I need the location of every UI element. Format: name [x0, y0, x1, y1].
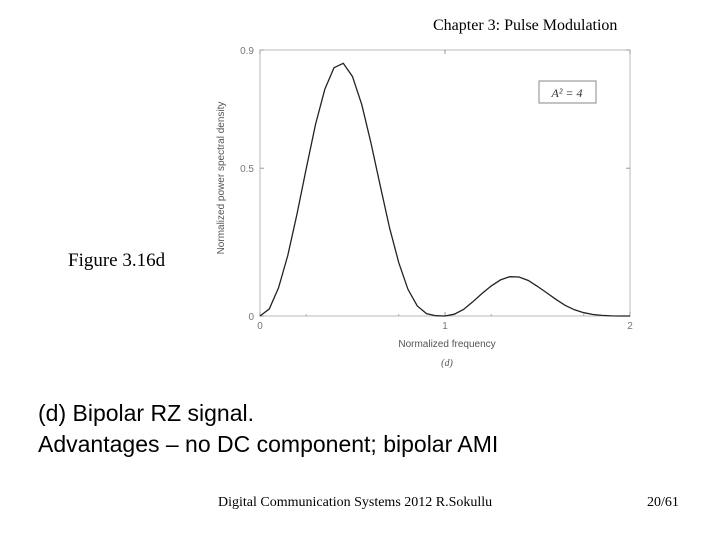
figure-label: Figure 3.16d: [68, 250, 166, 271]
caption: (d) Bipolar RZ signal. Advantages – no D…: [38, 398, 498, 460]
caption-line-2: Advantages – no DC component; bipolar AM…: [38, 431, 499, 457]
y-tick-label: 0: [248, 312, 254, 323]
slide-header: Chapter 3: Pulse Modulation: [433, 17, 618, 34]
y-tick-label: 0.5: [240, 164, 254, 175]
y-tick-label: 0.9: [240, 46, 254, 57]
legend-box: [538, 80, 597, 104]
x-tick-label: 1: [442, 321, 448, 332]
legend-label: A² = 4: [550, 86, 582, 100]
page-number: 20/61: [647, 495, 679, 510]
psd-curve: [259, 62, 630, 317]
x-axis-label: Normalized frequency: [398, 339, 495, 350]
caption-line-1: (d) Bipolar RZ signal.: [38, 400, 255, 426]
y-axis-label: Normalized power spectral density: [216, 102, 227, 255]
x-tick-label: 2: [627, 321, 633, 332]
x-tick-label: 0: [257, 321, 263, 332]
panel-label: (d): [441, 358, 453, 369]
footer-text: Digital Communication Systems 2012 R.Sok…: [218, 495, 493, 510]
